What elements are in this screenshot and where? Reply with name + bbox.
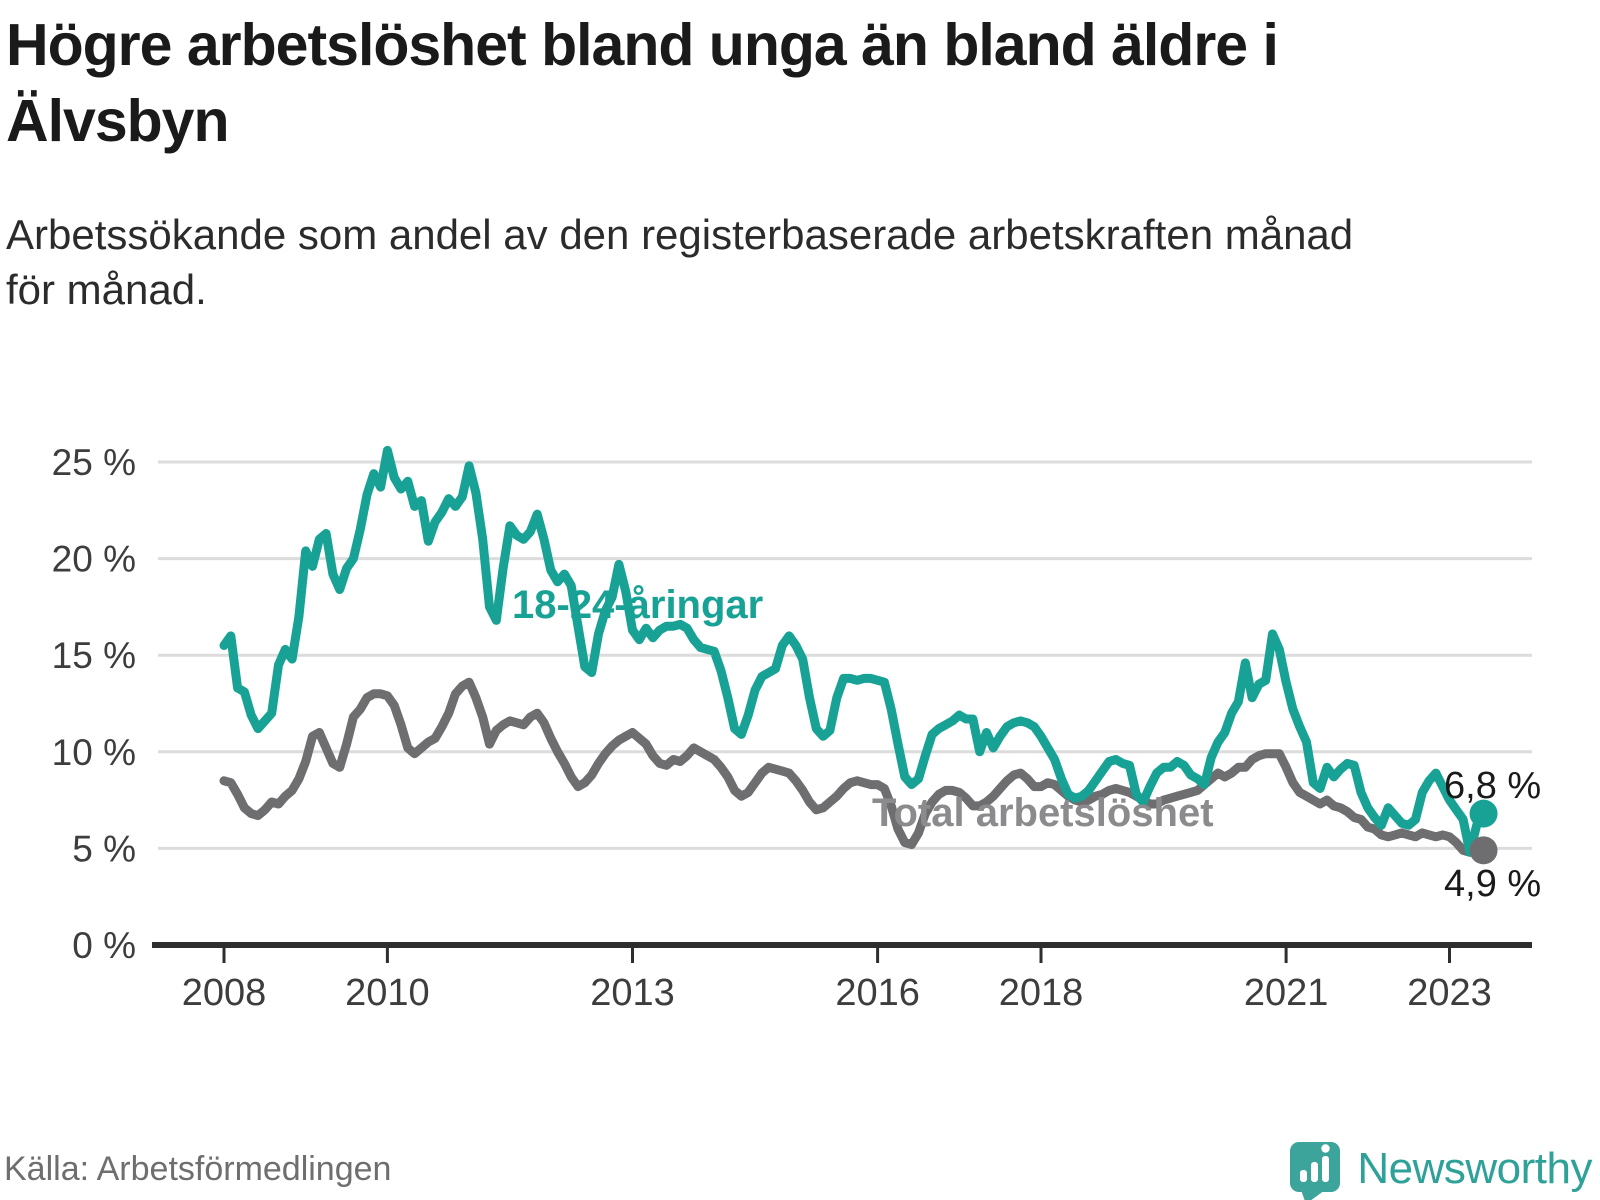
- x-axis-label: 2013: [590, 972, 675, 1014]
- x-axis-label: 2021: [1244, 972, 1329, 1014]
- subtitle-line-2: för månad.: [6, 265, 207, 313]
- y-axis-label: 10 %: [52, 732, 136, 773]
- x-axis-label: 2016: [835, 972, 920, 1014]
- x-axis-label: 2008: [182, 972, 267, 1014]
- page-title: Högre arbetslöshet bland unga än bland ä…: [6, 8, 1586, 159]
- end-value-label: 6,8 %: [1444, 765, 1541, 807]
- x-axis-label: 2018: [999, 972, 1084, 1014]
- end-dot-18-24-åringar: [1469, 799, 1498, 828]
- source-text: Källa: Arbetsförmedlingen: [4, 1150, 392, 1188]
- y-axis-label: 25 %: [52, 442, 136, 483]
- series-line-18-24-åringar: [219, 445, 1488, 857]
- series-line-total-arbetslöshet: [219, 677, 1488, 857]
- title-line-1: Högre arbetslöshet bland unga än bland ä…: [6, 12, 1279, 78]
- series-label-total-arbetslöshet: Total arbetslöshet: [872, 791, 1214, 835]
- chart-subtitle: Arbetssökande som andel av den registerb…: [6, 208, 1566, 317]
- title-line-2: Älvsbyn: [6, 87, 230, 154]
- newsworthy-wordmark: Newsworthy: [1357, 1144, 1592, 1193]
- subtitle-line-1: Arbetssökande som andel av den registerb…: [6, 211, 1354, 258]
- newsworthy-icon: [1290, 1142, 1341, 1200]
- x-axis-label: 2010: [345, 972, 430, 1014]
- series-label-18-24-åringar: 18-24-åringar: [512, 583, 763, 627]
- y-axis-label: 5 %: [72, 828, 136, 869]
- y-axis-label: 20 %: [52, 539, 136, 580]
- x-axis-label: 2023: [1407, 972, 1492, 1014]
- end-value-label: 4,9 %: [1444, 863, 1541, 905]
- newsworthy-logo[interactable]: Newsworthy: [1289, 1134, 1592, 1200]
- y-axis-label: 15 %: [52, 635, 136, 676]
- y-axis-label: 0 %: [72, 925, 136, 966]
- end-dot-total-arbetslöshet: [1469, 836, 1498, 865]
